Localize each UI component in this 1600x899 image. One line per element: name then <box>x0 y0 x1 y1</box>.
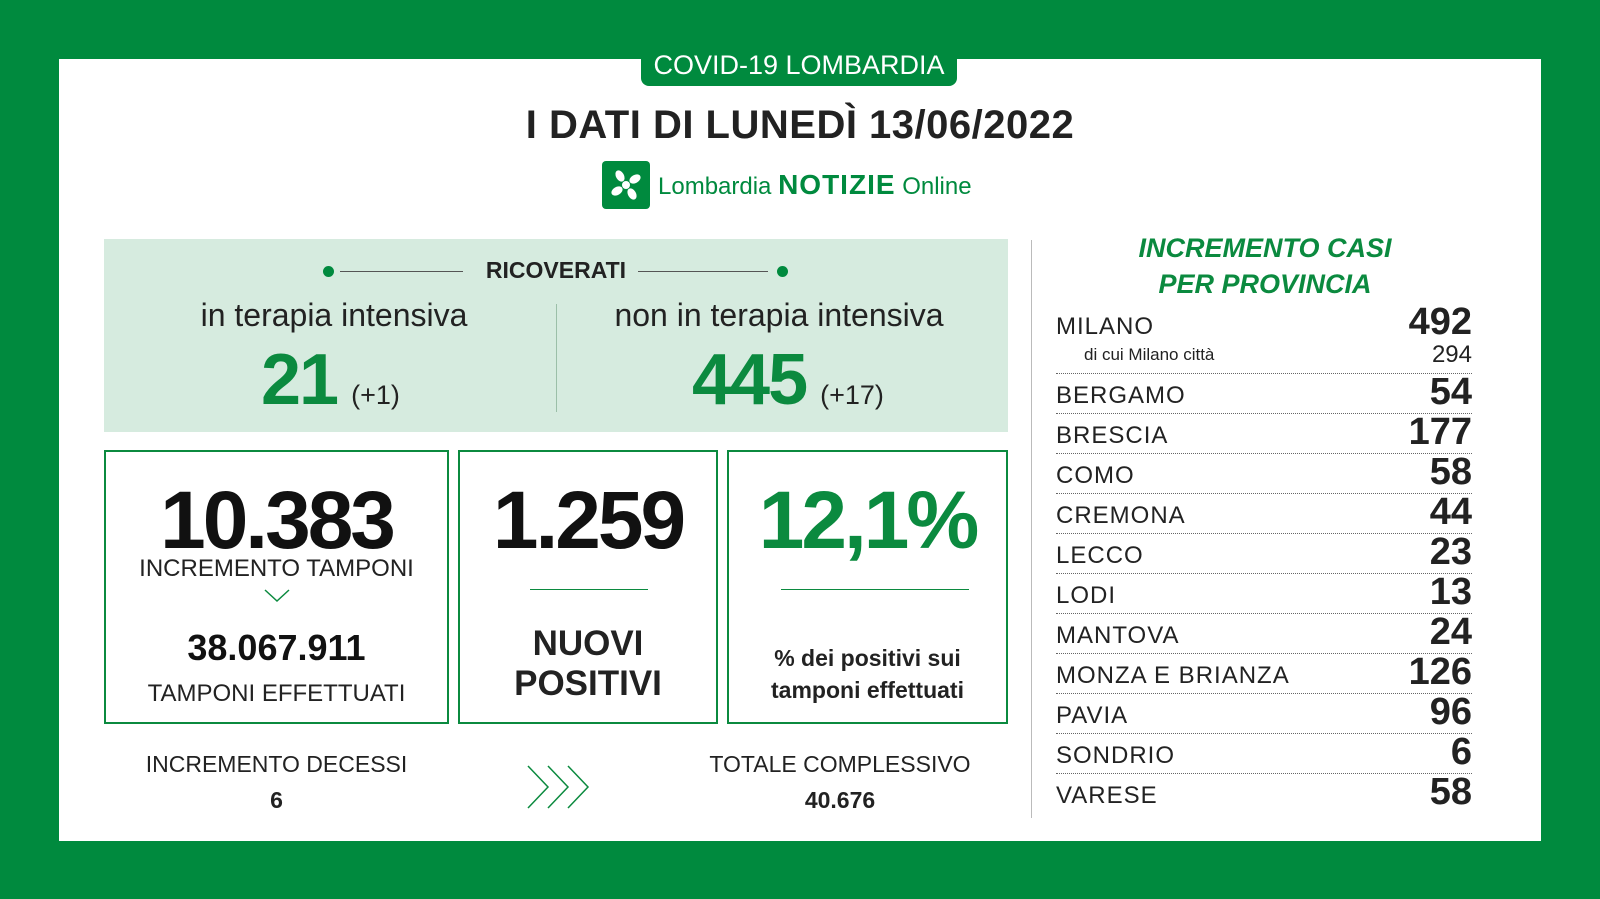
province-value: 96 <box>1429 691 1472 733</box>
vertical-separator <box>1031 240 1032 818</box>
province-value: 44 <box>1429 491 1472 533</box>
percentuale-value: 12,1% <box>758 475 980 566</box>
percentuale-label-line2: tamponi effettuati <box>771 677 964 703</box>
province-title-line1: INCREMENTO CASI <box>1138 233 1392 263</box>
province-row: BERGAMO 54 <box>1056 371 1472 414</box>
dot-left <box>323 266 334 277</box>
ricoverati-label: RICOVERATI <box>485 257 627 283</box>
tamponi-increment: 10.383 <box>160 475 396 566</box>
ricoverati-section: RICOVERATI in terapia intensiva 21 (+1) … <box>104 239 1008 432</box>
brand-prefix: Lombardia <box>658 173 779 200</box>
province-name: MANTOVA <box>1056 622 1180 649</box>
province-name: PAVIA <box>1056 702 1129 729</box>
intensiva-delta: (+1) <box>351 380 400 410</box>
province-name: LODI <box>1056 582 1117 609</box>
province-row: MONZA E BRIANZA 126 <box>1056 651 1472 694</box>
province-list: MILANO 492 di cui Milano città 294 BERGA… <box>1056 301 1472 814</box>
percentuale-label-line1: % dei positivi sui <box>774 645 961 671</box>
province-row: BRESCIA 177 <box>1056 411 1472 454</box>
province-name: LECCO <box>1056 542 1144 569</box>
ricoverati-separator <box>556 304 557 412</box>
province-name: BRESCIA <box>1056 422 1169 449</box>
positivi-label: NUOVI POSITIVI <box>460 624 716 704</box>
decessi-increment-label: INCREMENTO DECESSI <box>145 751 408 777</box>
non-intensiva-value: 445 <box>692 340 808 420</box>
province-value: 6 <box>1450 731 1472 773</box>
province-name: CREMONA <box>1056 502 1186 529</box>
province-row: SONDRIO 6 <box>1056 731 1472 774</box>
intensiva-value-block: 21 (+1) <box>261 339 400 421</box>
decessi-total: 40.676 <box>804 787 876 813</box>
province-subvalue: 294 <box>1431 341 1472 368</box>
brand-suffix: Online <box>895 173 972 200</box>
tamponi-box: 10.383 INCREMENTO TAMPONI 38.067.911 TAM… <box>104 450 449 724</box>
province-value: 177 <box>1408 411 1472 453</box>
positivi-box: 1.259 NUOVI POSITIVI <box>458 450 718 724</box>
tamponi-total: 38.067.911 <box>187 627 366 668</box>
lombardia-rose-icon <box>602 161 650 209</box>
province-name: COMO <box>1056 462 1135 489</box>
tamponi-total-label: TAMPONI EFFETTUATI <box>147 680 406 707</box>
province-value: 58 <box>1429 451 1472 493</box>
intensiva-label: in terapia intensiva <box>200 297 468 333</box>
decessi-total-label: TOTALE COMPLESSIVO <box>709 751 971 777</box>
province-row: CREMONA 44 <box>1056 491 1472 534</box>
non-intensiva-delta: (+17) <box>820 380 884 410</box>
page-title: I DATI DI LUNEDÌ 13/06/2022 <box>525 103 1075 147</box>
province-row: LECCO 23 <box>1056 531 1472 574</box>
brand-name: Lombardia NOTIZIE Online <box>658 169 972 201</box>
region-tag: COVID-19 LOMBARDIA <box>641 48 957 86</box>
non-intensiva-value-block: 445 (+17) <box>692 339 884 421</box>
province-title: INCREMENTO CASI PER PROVINCIA <box>1060 230 1470 302</box>
positivi-label-line1: NUOVI <box>532 624 644 663</box>
province-value: 13 <box>1429 571 1472 613</box>
percentuale-divider <box>781 589 969 590</box>
province-value: 126 <box>1408 651 1472 693</box>
province-title-line2: PER PROVINCIA <box>1158 269 1372 299</box>
province-name: BERGAMO <box>1056 382 1186 409</box>
province-name: VARESE <box>1056 782 1158 809</box>
province-value: 24 <box>1429 611 1472 653</box>
brand-bold: NOTIZIE <box>778 169 896 200</box>
province-items: BERGAMO 54 BRESCIA 177 COMO 58 CREMONA 44 LECCO 2… <box>1056 371 1472 814</box>
line-left <box>340 271 463 272</box>
province-subname: di cui Milano città <box>1084 345 1215 364</box>
province-row: COMO 58 <box>1056 451 1472 494</box>
province-value: 58 <box>1429 771 1472 813</box>
triple-chevron-right-icon <box>524 762 596 817</box>
province-row: PAVIA 96 <box>1056 691 1472 734</box>
positivi-value: 1.259 <box>492 475 686 566</box>
province-name: MILANO <box>1056 313 1155 340</box>
province-value: 492 <box>1408 301 1472 343</box>
province-name: MONZA E BRIANZA <box>1056 662 1290 689</box>
decessi-increment: 6 <box>270 787 283 813</box>
province-row: VARESE 58 <box>1056 771 1472 814</box>
brand-logo-block: Lombardia NOTIZIE Online <box>602 160 972 210</box>
positivi-divider <box>530 589 648 590</box>
chevron-down-icon <box>106 586 447 611</box>
province-row-milano: MILANO 492 di cui Milano città 294 <box>1056 301 1472 374</box>
non-intensiva-label: non in terapia intensiva <box>614 297 944 333</box>
positivi-label-line2: POSITIVI <box>514 664 662 703</box>
province-row: LODI 13 <box>1056 571 1472 614</box>
province-value: 23 <box>1429 531 1472 573</box>
percentuale-label: % dei positivi sui tamponi effettuati <box>729 642 1006 706</box>
line-right <box>638 271 768 272</box>
dot-right <box>777 266 788 277</box>
province-value: 54 <box>1429 371 1472 413</box>
intensiva-value: 21 <box>261 340 339 420</box>
province-row: MANTOVA 24 <box>1056 611 1472 654</box>
province-name: SONDRIO <box>1056 742 1176 769</box>
percentuale-box: 12,1% % dei positivi sui tamponi effettu… <box>727 450 1008 724</box>
tamponi-increment-label: INCREMENTO TAMPONI <box>139 555 414 582</box>
